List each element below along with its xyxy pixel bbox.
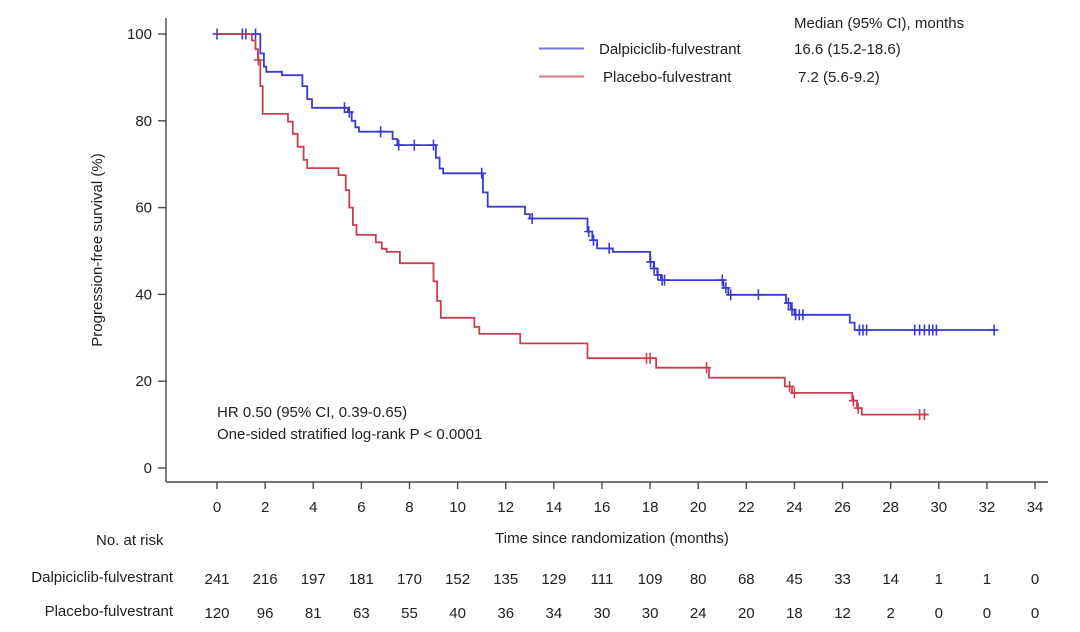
risk-count-dalpiciclib-13: 33 <box>834 571 851 588</box>
logrank-annotation: One-sided stratified log-rank P < 0.0001 <box>217 426 483 443</box>
risk-count-dalpiciclib-14: 14 <box>882 571 899 588</box>
risk-count-placebo-2: 81 <box>305 605 322 622</box>
risk-count-placebo-13: 12 <box>834 605 851 622</box>
x-tick-label: 24 <box>786 499 803 516</box>
risk-table-title: No. at risk <box>96 532 164 549</box>
risk-count-dalpiciclib-4: 170 <box>397 571 422 588</box>
x-tick-label: 4 <box>309 499 317 516</box>
risk-count-placebo-16: 0 <box>983 605 991 622</box>
y-tick-label: 80 <box>135 113 152 130</box>
x-tick-label: 34 <box>1027 499 1044 516</box>
x-tick-label: 2 <box>261 499 269 516</box>
x-tick-label: 6 <box>357 499 365 516</box>
risk-row-label-dalpiciclib: Dalpiciclib-fulvestrant <box>31 569 173 586</box>
x-tick-label: 8 <box>405 499 413 516</box>
risk-count-dalpiciclib-9: 109 <box>638 571 663 588</box>
x-tick-label: 26 <box>834 499 851 516</box>
risk-count-placebo-17: 0 <box>1031 605 1039 622</box>
risk-count-placebo-10: 24 <box>690 605 707 622</box>
x-tick-label: 20 <box>690 499 707 516</box>
legend-label-dalpiciclib: Dalpiciclib-fulvestrant <box>599 41 741 58</box>
y-tick-label: 20 <box>135 373 152 390</box>
y-tick-label: 100 <box>127 26 152 43</box>
legend-label-placebo: Placebo-fulvestrant <box>603 69 732 86</box>
x-tick-label: 28 <box>882 499 899 516</box>
x-tick-label: 18 <box>642 499 659 516</box>
km-curve-placebo <box>217 33 927 416</box>
x-axis-label: Time since randomization (months) <box>495 530 729 547</box>
y-tick-label: 40 <box>135 286 152 303</box>
risk-row-label-placebo: Placebo-fulvestrant <box>44 603 173 620</box>
risk-count-dalpiciclib-15: 1 <box>935 571 943 588</box>
risk-count-dalpiciclib-3: 181 <box>349 571 374 588</box>
risk-count-dalpiciclib-6: 135 <box>493 571 518 588</box>
risk-count-placebo-14: 2 <box>887 605 895 622</box>
y-axis-label: Progression-free survival (%) <box>89 153 106 346</box>
x-tick-label: 0 <box>213 499 221 516</box>
risk-count-placebo-9: 30 <box>642 605 659 622</box>
risk-count-placebo-5: 40 <box>449 605 466 622</box>
risk-count-dalpiciclib-16: 1 <box>983 571 991 588</box>
risk-count-placebo-4: 55 <box>401 605 418 622</box>
y-tick-label: 0 <box>144 460 152 477</box>
risk-count-dalpiciclib-8: 111 <box>591 571 614 588</box>
legend-header: Median (95% CI), months <box>794 15 965 32</box>
hr-annotation: HR 0.50 (95% CI, 0.39-0.65) <box>217 404 408 421</box>
x-tick-label: 32 <box>979 499 996 516</box>
x-tick-label: 22 <box>738 499 755 516</box>
km-curve-dalpiciclib <box>217 33 997 331</box>
censor-marks-placebo <box>253 54 929 421</box>
risk-count-dalpiciclib-7: 129 <box>541 571 566 588</box>
risk-count-placebo-11: 20 <box>738 605 755 622</box>
risk-count-dalpiciclib-11: 68 <box>738 571 755 588</box>
legend-median-placebo: 7.2 (5.6-9.2) <box>798 69 880 86</box>
risk-count-dalpiciclib-5: 152 <box>445 571 470 588</box>
risk-count-dalpiciclib-2: 197 <box>301 571 326 588</box>
risk-count-dalpiciclib-17: 0 <box>1031 571 1039 588</box>
x-tick-label: 10 <box>449 499 466 516</box>
risk-count-placebo-12: 18 <box>786 605 803 622</box>
risk-count-placebo-7: 34 <box>545 605 562 622</box>
x-tick-label: 30 <box>930 499 947 516</box>
risk-count-dalpiciclib-10: 80 <box>690 571 707 588</box>
legend-median-dalpiciclib: 16.6 (15.2-18.6) <box>794 41 901 58</box>
risk-count-dalpiciclib-12: 45 <box>786 571 803 588</box>
risk-count-placebo-8: 30 <box>594 605 611 622</box>
risk-count-dalpiciclib-1: 216 <box>253 571 278 588</box>
risk-count-placebo-6: 36 <box>497 605 514 622</box>
y-tick-label: 60 <box>135 200 152 217</box>
risk-count-placebo-0: 120 <box>204 605 229 622</box>
risk-count-placebo-1: 96 <box>257 605 274 622</box>
risk-count-placebo-3: 63 <box>353 605 370 622</box>
risk-count-dalpiciclib-0: 241 <box>204 571 229 588</box>
x-tick-label: 14 <box>545 499 562 516</box>
risk-count-placebo-15: 0 <box>935 605 943 622</box>
x-tick-label: 12 <box>497 499 514 516</box>
x-tick-label: 16 <box>594 499 611 516</box>
